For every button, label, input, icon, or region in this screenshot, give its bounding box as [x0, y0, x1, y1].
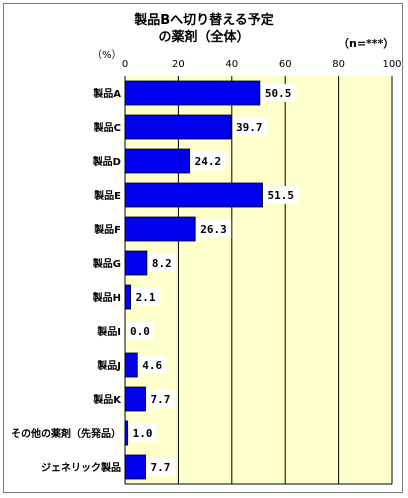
data-label: 39.7 [236, 121, 263, 134]
category-label: 製品H [92, 291, 121, 304]
category-label: 製品E [93, 189, 121, 202]
bar [124, 216, 196, 242]
data-label: 0.0 [130, 325, 150, 338]
data-label: 4.6 [142, 359, 162, 372]
data-label: 2.1 [136, 291, 156, 304]
data-label-background [139, 356, 167, 374]
x-tick-label: 100 [382, 59, 401, 70]
bar [124, 284, 132, 310]
data-label-background [261, 84, 296, 102]
data-label: 50.5 [265, 87, 292, 100]
category-label: 製品D [92, 155, 121, 168]
data-label-background [147, 390, 175, 408]
category-label: 製品J [96, 359, 121, 372]
category-label: 製品C [93, 121, 121, 134]
category-label: 製品K [92, 393, 122, 406]
data-label-background [147, 458, 175, 476]
category-label: 製品G [92, 257, 121, 270]
bar [124, 182, 263, 208]
data-label-background [191, 152, 226, 170]
category-label: ジェネリック製品 [41, 461, 121, 474]
data-label: 26.3 [200, 223, 227, 236]
bar [124, 250, 148, 276]
bar [124, 114, 232, 140]
data-label-background [129, 424, 157, 442]
data-label-background [264, 186, 299, 204]
data-label: 51.5 [268, 189, 295, 202]
plot-area [125, 76, 392, 484]
x-tick-label: 80 [332, 59, 345, 70]
chart-title-line2: の薬剤（全体） [158, 30, 250, 45]
x-tick-label: 0 [122, 59, 128, 70]
category-label: 製品I [96, 325, 121, 338]
bar [124, 454, 146, 480]
category-label: その他の薬剤（先発品） [11, 427, 121, 440]
bar [124, 352, 138, 378]
x-tick-label: 60 [279, 59, 292, 70]
data-label: 24.2 [195, 155, 222, 168]
bar [124, 148, 191, 174]
data-label-background [197, 220, 232, 238]
bar [124, 420, 129, 446]
sample-size-label: （n=***） [338, 37, 395, 50]
data-label: 8.2 [152, 257, 172, 270]
category-label: 製品F [93, 223, 121, 236]
category-label: 製品A [92, 87, 121, 100]
data-label-background [132, 288, 160, 306]
data-label-background [127, 322, 154, 340]
unit-label: （%） [92, 50, 122, 61]
bar [124, 386, 146, 412]
data-label-background [148, 254, 176, 272]
data-label-background [232, 118, 267, 136]
data-label: 7.7 [151, 461, 171, 474]
data-label: 7.7 [151, 393, 171, 406]
bar [124, 80, 261, 106]
x-tick-label: 20 [172, 59, 185, 70]
x-tick-label: 40 [225, 59, 238, 70]
chart-title-line1: 製品Bへ切り替える予定 [134, 13, 274, 28]
data-label: 1.0 [133, 427, 153, 440]
